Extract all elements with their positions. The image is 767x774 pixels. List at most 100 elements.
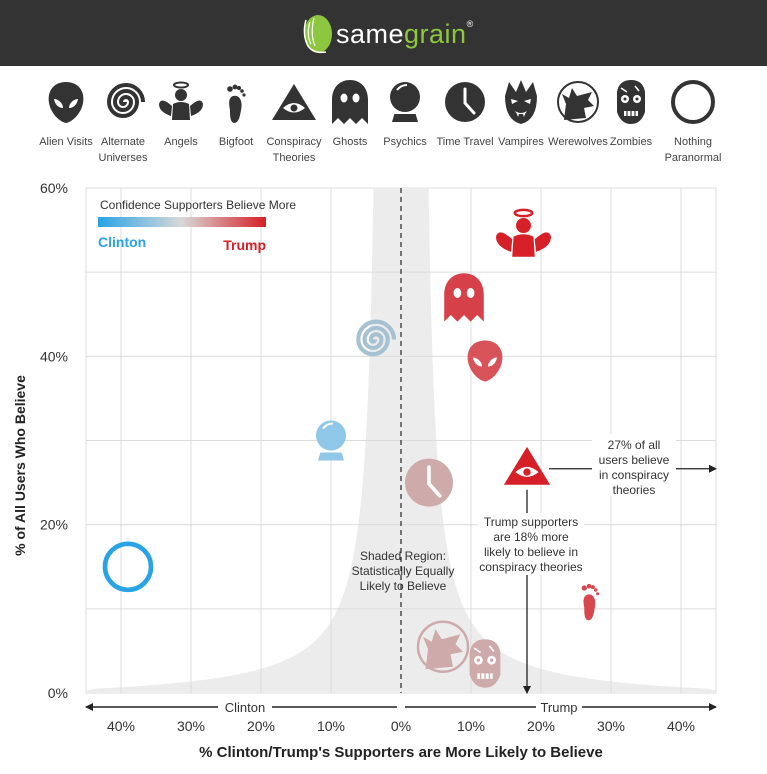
y-tick-label: 0%	[48, 685, 68, 701]
point-footprint-icon	[581, 583, 600, 621]
point-clock-icon	[405, 458, 453, 507]
conspiracy-x-note: conspiracy theories	[479, 560, 582, 574]
legend-label-line: Zombies	[609, 136, 653, 148]
note-background	[478, 513, 584, 575]
icon-legend: Alien Visits Alternate Universes Angels B…	[0, 70, 767, 175]
legend-label-line: Universes	[98, 152, 148, 164]
alien-icon	[48, 82, 84, 123]
y-tick-label: 60%	[40, 180, 68, 196]
legend-item-vampire: Vampires	[489, 78, 553, 150]
legend-label-line: Ghosts	[332, 136, 368, 148]
conspiracy-y-note: theories	[613, 483, 656, 497]
x-tick-label: 40%	[667, 718, 695, 734]
point-spiral-icon	[356, 319, 397, 357]
x-tick-label: 10%	[457, 718, 485, 734]
shaded-region-note: Likely to Believe	[360, 579, 447, 593]
footprint-icon	[227, 84, 246, 123]
legend-label: Conspiracy Theories	[262, 134, 326, 166]
x-tick-label: 30%	[597, 718, 625, 734]
samegrain-logo[interactable]: samegrain®	[296, 12, 474, 56]
legend-item-spiral: Alternate Universes	[91, 78, 155, 166]
legend-label: Time Travel	[433, 134, 497, 150]
zombie-icon	[617, 80, 645, 124]
header-bar: samegrain®	[0, 0, 767, 66]
legend-item-werewolf: Werewolves	[546, 78, 610, 150]
legend-label: Werewolves	[546, 134, 610, 150]
legend-label-line: Nothing	[674, 136, 712, 148]
legend-label: Alien Visits	[34, 134, 98, 150]
x-axis-title: % Clinton/Trump's Supporters are More Li…	[199, 744, 603, 761]
color-legend-clinton: Clinton	[98, 234, 146, 250]
point-angel-icon	[496, 208, 551, 257]
point-werewolf-icon	[416, 620, 470, 673]
legend-label: Alternate Universes	[91, 134, 155, 166]
point-ghost-icon	[444, 273, 484, 322]
conspiracy-y-note: users believe	[599, 453, 670, 467]
point-alien-icon	[467, 340, 503, 382]
legend-label: Bigfoot	[204, 134, 268, 150]
legend-item-ghost: Ghosts	[318, 78, 382, 150]
werewolf-icon	[557, 81, 599, 123]
legend-item-crystal-ball: Psychics	[373, 78, 437, 150]
conspiracy-y-note: 27% of all	[608, 438, 661, 452]
legend-label-line: Vampires	[498, 136, 544, 148]
legend-label-line: Alien Visits	[39, 136, 93, 148]
conspiracy-y-note: in conspiracy	[599, 468, 669, 482]
legend-label-line: Psychics	[383, 136, 427, 148]
legend-label-line: Time Travel	[436, 136, 494, 148]
legend-item-alien: Alien Visits	[34, 78, 98, 150]
shaded-region-note: Shaded Region:	[360, 549, 446, 563]
legend-label-line: Paranormal	[664, 152, 722, 164]
eye-pyramid-icon	[272, 84, 316, 120]
x-tick-label: 40%	[107, 718, 135, 734]
legend-label-line: Alternate	[100, 136, 146, 148]
x-tick-label: 20%	[527, 718, 555, 734]
crystal-ball-icon	[390, 82, 420, 122]
x-tick-label: 30%	[177, 718, 205, 734]
vampire-icon	[505, 80, 537, 124]
legend-item-footprint: Bigfoot	[204, 78, 268, 150]
legend-label-line: Werewolves	[548, 136, 608, 148]
legend-label-line: Theories	[272, 152, 316, 164]
leaf-icon	[303, 15, 332, 54]
point-zombie-icon	[469, 639, 501, 688]
point-crystal-ball-icon	[316, 420, 346, 461]
legend-label-line: Bigfoot	[218, 136, 254, 148]
clock-icon	[445, 82, 485, 122]
conspiracy-x-note: are 18% more	[493, 530, 569, 544]
legend-item-zombie: Zombies	[599, 78, 663, 150]
y-axis-title: % of All Users Who Believe	[12, 375, 28, 556]
shaded-region-note: Statistically Equally	[352, 564, 455, 578]
y-tick-label: 40%	[40, 348, 68, 364]
legend-label: Vampires	[489, 134, 553, 150]
x-tick-label: 20%	[247, 718, 275, 734]
x-tick-label: 0%	[391, 718, 411, 734]
legend-label: Angels	[149, 134, 213, 150]
y-tick-label: 20%	[40, 517, 68, 533]
color-legend-gradient	[98, 217, 266, 227]
trump-side-label: Trump	[540, 700, 577, 715]
color-legend-trump: Trump	[223, 237, 266, 253]
legend-item-clock: Time Travel	[433, 78, 497, 150]
legend-item-angel: Angels	[149, 78, 213, 150]
scatter-chart: 0% 20% 40% 60% 40% 30% 20% 10% 0% 10% 20% 30% 40% % C…	[12, 180, 717, 761]
angel-icon	[159, 81, 203, 120]
legend-label: Psychics	[373, 134, 437, 150]
legend-label-line: Conspiracy	[266, 136, 322, 148]
conspiracy-x-note: Trump supporters	[484, 515, 578, 529]
point-ring-icon	[102, 541, 154, 593]
ring-icon	[671, 80, 715, 124]
logo-wordmark: samegrain®	[336, 18, 474, 49]
conspiracy-x-note: likely to believe in	[484, 545, 578, 559]
spiral-icon	[106, 83, 145, 118]
clinton-side-label: Clinton	[225, 700, 265, 715]
legend-item-eye-pyramid: Conspiracy Theories	[262, 78, 326, 166]
note-background	[592, 434, 676, 496]
ghost-icon	[332, 80, 368, 124]
x-tick-label: 10%	[317, 718, 345, 734]
legend-item-ring: Nothing Paranormal	[661, 78, 725, 166]
legend-label: Zombies	[599, 134, 663, 150]
legend-label: Ghosts	[318, 134, 382, 150]
point-eye-pyramid-icon	[503, 446, 551, 485]
legend-label: Nothing Paranormal	[661, 134, 725, 166]
